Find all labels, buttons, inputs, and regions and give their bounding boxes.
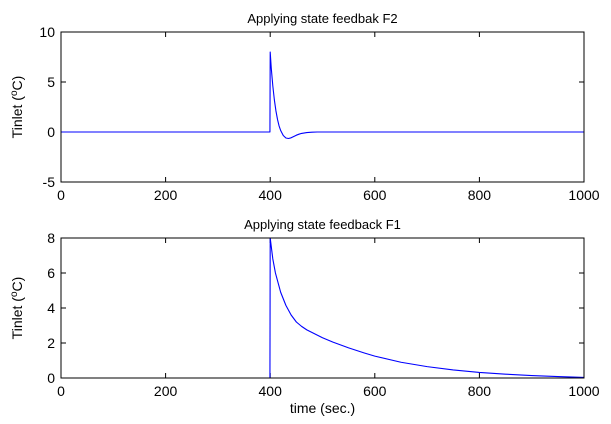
bottom-ylabel-tail: C) (9, 277, 25, 292)
top-x-tick-label: 0 (57, 187, 65, 203)
bottom-ylabel-main: Tinlet ( (9, 297, 25, 340)
top-chart-y-axis-label: Tinlet (oC) (9, 76, 25, 139)
top-ylabel-main: Tinlet ( (9, 96, 25, 139)
top-x-tick-label: 800 (468, 187, 492, 203)
bottom-series-line (61, 237, 585, 379)
bottom-x-tick-label: 200 (154, 383, 178, 399)
top-y-tick-label: 10 (39, 24, 55, 40)
bottom-y-tick-label: 0 (47, 370, 55, 386)
bottom-x-tick-label: 400 (259, 383, 283, 399)
bottom-x-tick-label: 600 (363, 383, 387, 399)
bottom-x-tick-label: 800 (468, 383, 492, 399)
bottom-chart-title: Applying state feedback F1 (244, 217, 401, 232)
bottom-chart-ticks: 0 200 400 600 800 1000 0 2 4 6 8 (47, 230, 600, 399)
bottom-chart-series (61, 237, 585, 379)
top-ylabel-superscript: o (9, 90, 20, 96)
top-series-line (61, 51, 584, 140)
bottom-y-tick-label: 8 (47, 230, 55, 246)
top-x-tick-label: 400 (259, 187, 283, 203)
bottom-ylabel-superscript: o (9, 291, 20, 297)
top-y-tick-label: 0 (47, 124, 55, 140)
top-chart-frame (60, 31, 585, 183)
top-chart-title: Applying state feedbak F2 (247, 11, 397, 26)
bottom-y-tick-label: 4 (47, 300, 55, 316)
top-chart-panel: Applying state feedbak F2 Tinlet (oC) 0 2… (9, 11, 600, 203)
bottom-y-tick-label: 2 (47, 335, 55, 351)
top-x-tick-label: 200 (154, 187, 178, 203)
bottom-chart-y-axis-label: Tinlet (oC) (9, 277, 25, 340)
bottom-chart-frame (60, 237, 585, 379)
top-x-tick-label: 1000 (568, 187, 599, 203)
top-y-tick-label: 5 (47, 74, 55, 90)
bottom-chart-panel: Applying state feedback F1 Tinlet (oC) t… (9, 217, 600, 416)
bottom-chart-x-axis-label: time (sec.) (290, 400, 355, 416)
top-y-tick-label: -5 (43, 174, 56, 190)
top-chart-series (61, 51, 584, 140)
bottom-x-tick-label: 0 (57, 383, 65, 399)
bottom-y-tick-label: 6 (47, 265, 55, 281)
top-ylabel-tail: C) (9, 76, 25, 91)
bottom-x-tick-label: 1000 (568, 383, 599, 399)
top-x-tick-label: 600 (363, 187, 387, 203)
